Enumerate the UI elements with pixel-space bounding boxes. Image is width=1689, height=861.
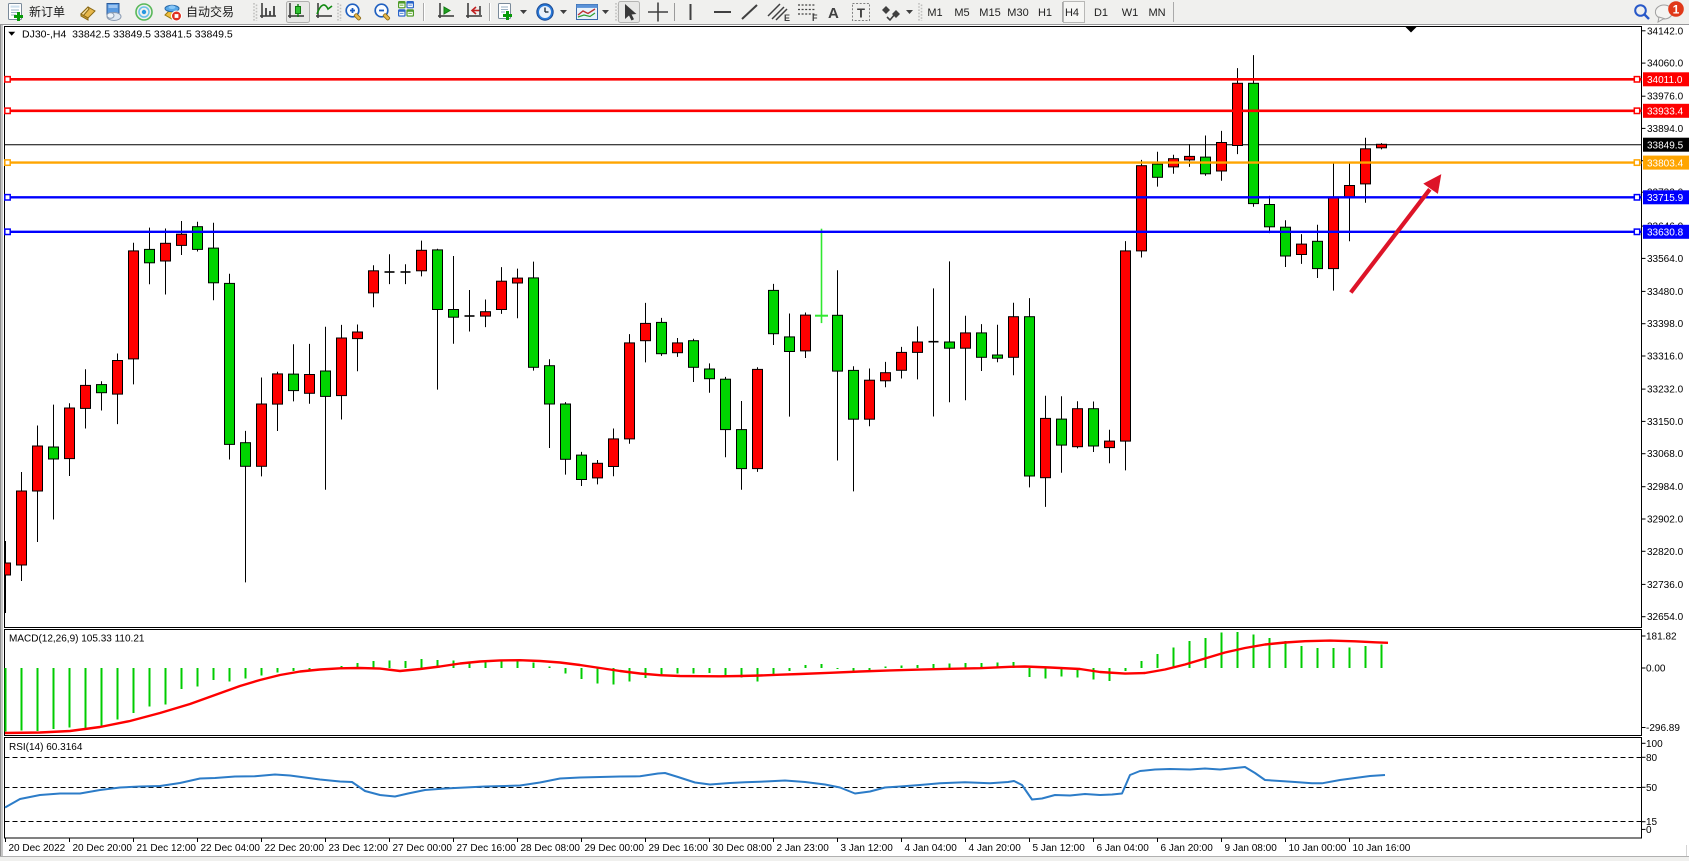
- svg-text:E: E: [784, 13, 790, 23]
- svg-text:H4: H4: [1065, 7, 1079, 19]
- svg-text:23 Dec 12:00: 23 Dec 12:00: [329, 843, 389, 854]
- svg-text:9 Jan 08:00: 9 Jan 08:00: [1225, 843, 1278, 854]
- svg-text:33398.0: 33398.0: [1647, 319, 1684, 330]
- svg-text:A: A: [828, 5, 839, 22]
- svg-text:30 Dec 08:00: 30 Dec 08:00: [713, 843, 773, 854]
- svg-text:-296.89: -296.89: [1646, 723, 1680, 734]
- svg-text:27 Dec 00:00: 27 Dec 00:00: [393, 843, 453, 854]
- svg-text:33564.0: 33564.0: [1647, 254, 1684, 265]
- svg-text:33976.0: 33976.0: [1647, 92, 1684, 103]
- svg-text:33068.0: 33068.0: [1647, 449, 1684, 460]
- svg-text:5 Jan 12:00: 5 Jan 12:00: [1033, 843, 1086, 854]
- svg-text:0: 0: [1646, 825, 1652, 836]
- svg-text:34060.0: 34060.0: [1647, 59, 1684, 70]
- svg-text:33803.4: 33803.4: [1647, 158, 1684, 169]
- svg-text:M5: M5: [954, 7, 969, 19]
- svg-text:33232.0: 33232.0: [1647, 385, 1684, 396]
- svg-text:33933.4: 33933.4: [1647, 107, 1684, 118]
- svg-text:27 Dec 16:00: 27 Dec 16:00: [457, 843, 517, 854]
- svg-text:DJ30-,H4 33842.5 33849.5 3384: DJ30-,H4 33842.5 33849.5 33841.5 33849.5: [22, 29, 233, 41]
- svg-text:29 Dec 00:00: 29 Dec 00:00: [585, 843, 645, 854]
- svg-text:1: 1: [1673, 3, 1680, 17]
- svg-text:34011.0: 34011.0: [1647, 75, 1683, 86]
- svg-text:自动交易: 自动交易: [186, 4, 234, 19]
- svg-text:22 Dec 04:00: 22 Dec 04:00: [201, 843, 261, 854]
- svg-text:22 Dec 20:00: 22 Dec 20:00: [265, 843, 325, 854]
- svg-text:32820.0: 32820.0: [1647, 547, 1684, 558]
- svg-text:33150.0: 33150.0: [1647, 417, 1684, 428]
- svg-text:20 Dec 20:00: 20 Dec 20:00: [73, 843, 133, 854]
- svg-text:33316.0: 33316.0: [1647, 352, 1684, 363]
- svg-text:4 Jan 04:00: 4 Jan 04:00: [905, 843, 958, 854]
- svg-text:M30: M30: [1007, 7, 1028, 19]
- svg-text:6 Jan 04:00: 6 Jan 04:00: [1097, 843, 1150, 854]
- svg-text:33630.8: 33630.8: [1647, 228, 1684, 239]
- svg-text:20 Dec 2022: 20 Dec 2022: [9, 843, 66, 854]
- svg-text:21 Dec 12:00: 21 Dec 12:00: [137, 843, 197, 854]
- svg-text:D1: D1: [1094, 7, 1108, 19]
- svg-text:33480.0: 33480.0: [1647, 287, 1684, 298]
- svg-text:181.82: 181.82: [1646, 632, 1677, 643]
- svg-text:RSI(14) 60.3164: RSI(14) 60.3164: [9, 742, 83, 753]
- svg-text:10 Jan 16:00: 10 Jan 16:00: [1353, 843, 1411, 854]
- svg-text:10 Jan 00:00: 10 Jan 00:00: [1289, 843, 1347, 854]
- svg-text:MACD(12,26,9) 105.33 110.21: MACD(12,26,9) 105.33 110.21: [9, 634, 145, 645]
- svg-text:32902.0: 32902.0: [1647, 515, 1684, 526]
- svg-text:32984.0: 32984.0: [1647, 482, 1684, 493]
- svg-text:32736.0: 32736.0: [1647, 580, 1684, 591]
- svg-text:H1: H1: [1038, 7, 1052, 19]
- svg-text:M15: M15: [979, 7, 1000, 19]
- svg-text:29 Dec 16:00: 29 Dec 16:00: [649, 843, 709, 854]
- svg-text:34142.0: 34142.0: [1647, 26, 1684, 37]
- svg-text:0.00: 0.00: [1646, 664, 1666, 675]
- svg-text:M1: M1: [927, 7, 942, 19]
- svg-text:4 Jan 20:00: 4 Jan 20:00: [969, 843, 1022, 854]
- svg-text:33894.0: 33894.0: [1647, 124, 1684, 135]
- svg-text:F: F: [812, 13, 818, 23]
- svg-text:33715.9: 33715.9: [1647, 193, 1684, 204]
- svg-text:80: 80: [1646, 753, 1658, 764]
- svg-text:MN: MN: [1148, 7, 1165, 19]
- svg-text:33849.5: 33849.5: [1647, 141, 1684, 152]
- svg-text:15: 15: [1646, 817, 1658, 828]
- svg-text:W1: W1: [1122, 7, 1139, 19]
- svg-text:50: 50: [1646, 783, 1658, 794]
- svg-text:32654.0: 32654.0: [1647, 612, 1684, 623]
- svg-text:100: 100: [1646, 739, 1663, 750]
- svg-text:28 Dec 08:00: 28 Dec 08:00: [521, 843, 581, 854]
- svg-text:3 Jan 12:00: 3 Jan 12:00: [841, 843, 894, 854]
- svg-text:新订单: 新订单: [29, 4, 65, 19]
- svg-text:2 Jan 23:00: 2 Jan 23:00: [777, 843, 830, 854]
- svg-text:T: T: [857, 6, 865, 21]
- svg-text:6 Jan 20:00: 6 Jan 20:00: [1161, 843, 1214, 854]
